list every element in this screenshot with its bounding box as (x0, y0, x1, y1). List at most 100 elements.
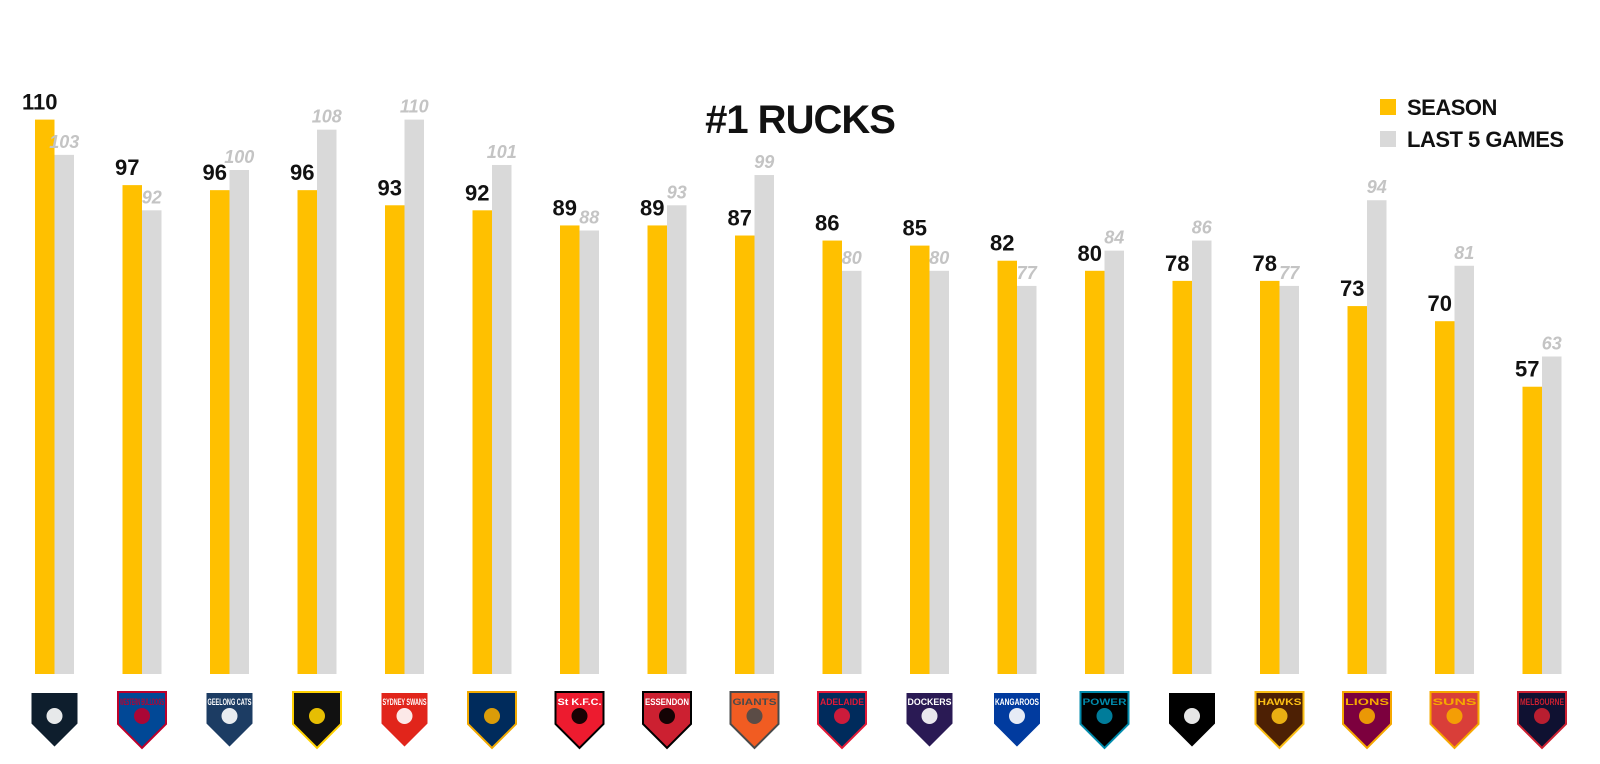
bar-season-brisbane-lions (1347, 306, 1367, 674)
geelong-logo-icon-emblem (221, 708, 238, 724)
bars (35, 119, 1562, 675)
bar-last-5-fremantle-dockers (929, 270, 949, 674)
label-season-carlton: 110 (22, 90, 58, 115)
label-last-5-essendon: 93 (667, 182, 687, 202)
st-kilda-logo-icon-text: St K.F.C. (558, 697, 602, 707)
label-last-5-hawthorn-hawks: 77 (1279, 263, 1300, 283)
bar-season-hawthorn-hawks (1260, 280, 1280, 674)
richmond-logo-icon (292, 691, 342, 750)
label-season-western-bulldogs: 97 (115, 155, 139, 180)
western-bulldogs-logo-icon-emblem (134, 708, 150, 724)
hawthorn-logo-icon-emblem (1271, 708, 1288, 724)
label-last-5-collingwood: 86 (1192, 218, 1213, 238)
brisbane-logo-icon-text: LIONS (1345, 697, 1389, 707)
st-kilda-logo-icon: St K.F.C. (554, 691, 605, 750)
melbourne-logo-icon: MELBOURNE (1517, 691, 1567, 750)
bar-last-5-port-adelaide-power (1104, 250, 1124, 674)
label-season-gws-giants: 87 (728, 206, 752, 231)
label-season-richmond: 96 (290, 160, 314, 185)
geelong-logo-icon-text: GEELONG CATS (208, 697, 252, 707)
bar-season-gold-coast-suns (1435, 321, 1455, 674)
port-adelaide-logo-icon: POWER (1079, 691, 1130, 750)
bar-season-west-coast-eagles (472, 210, 492, 674)
bar-season-adelaide-crows (822, 240, 842, 674)
brisbane-logo-icon: LIONS (1342, 691, 1392, 750)
bar-season-gws-giants (735, 235, 755, 674)
chart-title: #1 RUCKS (705, 98, 895, 142)
bar-last-5-geelong-cats (229, 170, 249, 674)
bar-season-essendon (647, 225, 667, 674)
western-bulldogs-logo-icon: WESTERN BULLDOGS (117, 691, 167, 750)
bar-season-western-bulldogs (122, 185, 142, 674)
fremantle-logo-icon-emblem (921, 708, 938, 724)
label-season-sydney-swans: 93 (378, 175, 402, 200)
label-season-essendon: 89 (640, 195, 664, 220)
bar-season-fremantle-dockers (910, 245, 930, 674)
label-season-melbourne: 57 (1515, 357, 1539, 382)
north-melbourne-logo-icon-text: KANGAROOS (995, 697, 1039, 707)
label-last-5-port-adelaide-power: 84 (1104, 228, 1124, 248)
sydney-logo-icon: SYDNEY SWANS (379, 691, 430, 750)
carlton-logo-icon-emblem (46, 708, 63, 724)
gold-coast-logo-icon: SUNS (1429, 691, 1480, 750)
adelaide-logo-icon: ADELAIDE (817, 691, 867, 750)
label-last-5-sydney-swans: 110 (400, 97, 429, 117)
sydney-logo-icon-text: SYDNEY SWANS (383, 697, 427, 707)
label-season-st-kilda: 89 (553, 195, 577, 220)
bar-last-5-collingwood (1192, 240, 1212, 674)
bar-season-melbourne (1522, 386, 1542, 674)
label-season-gold-coast-suns: 70 (1428, 291, 1452, 316)
label-season-west-coast-eagles: 92 (465, 180, 489, 205)
geelong-logo-icon: GEELONG CATS (204, 691, 255, 750)
bar-last-5-brisbane-lions (1367, 200, 1387, 675)
label-season-port-adelaide-power: 80 (1078, 241, 1102, 266)
bar-last-5-north-melbourne-kangaroos (1017, 285, 1037, 674)
st-kilda-logo-icon-emblem (571, 708, 588, 724)
legend-label-season: SEASON (1407, 95, 1497, 120)
brisbane-logo-icon-emblem (1359, 708, 1375, 724)
label-last-5-north-melbourne-kangaroos: 77 (1017, 263, 1038, 283)
bar-last-5-west-coast-eagles (492, 164, 512, 674)
label-season-fremantle-dockers: 85 (903, 216, 927, 241)
label-last-5-richmond: 108 (312, 107, 342, 127)
label-season-adelaide-crows: 86 (815, 211, 839, 236)
bar-last-5-sydney-swans (404, 119, 424, 675)
bar-season-sydney-swans (385, 205, 405, 674)
label-season-north-melbourne-kangaroos: 82 (990, 231, 1014, 256)
label-last-5-carlton: 103 (49, 132, 79, 152)
port-adelaide-logo-icon-text: POWER (1083, 697, 1128, 707)
label-last-5-gws-giants: 99 (754, 152, 774, 172)
bar-last-5-melbourne (1542, 356, 1562, 674)
collingwood-logo-icon (1167, 691, 1217, 750)
collingwood-logo-icon-emblem (1184, 708, 1200, 724)
team-logos: WESTERN BULLDOGS GEELONG CATS SYDNEY SWANS… (29, 691, 1567, 750)
essendon-logo-icon-emblem (659, 708, 675, 724)
legend-swatch-season (1380, 99, 1396, 115)
bar-last-5-western-bulldogs (142, 210, 162, 674)
legend: SEASON LAST 5 GAMES (1380, 95, 1564, 152)
bar-last-5-hawthorn-hawks (1279, 285, 1299, 674)
bar-season-st-kilda (560, 225, 580, 674)
north-melbourne-logo-icon: KANGAROOS (992, 691, 1042, 750)
essendon-logo-icon: ESSENDON (642, 691, 692, 750)
bar-season-port-adelaide-power (1085, 270, 1105, 674)
west-coast-logo-icon (467, 691, 517, 750)
adelaide-logo-icon-emblem (834, 708, 850, 724)
melbourne-logo-icon-emblem (1534, 708, 1550, 724)
west-coast-logo-icon-emblem (484, 708, 500, 724)
bar-last-5-gold-coast-suns (1454, 265, 1474, 674)
label-season-hawthorn-hawks: 78 (1253, 251, 1277, 276)
richmond-logo-icon-emblem (309, 708, 325, 724)
label-last-5-western-bulldogs: 92 (142, 187, 162, 207)
bar-season-north-melbourne-kangaroos (997, 260, 1017, 674)
label-season-collingwood: 78 (1165, 251, 1189, 276)
legend-swatch-last-5-games (1380, 131, 1396, 147)
fremantle-logo-icon: DOCKERS (904, 691, 955, 750)
gold-coast-logo-icon-text: SUNS (1433, 697, 1477, 707)
western-bulldogs-logo-icon-text: WESTERN BULLDOGS (120, 697, 164, 707)
label-last-5-west-coast-eagles: 101 (487, 142, 517, 162)
label-last-5-adelaide-crows: 80 (842, 248, 862, 268)
label-last-5-st-kilda: 88 (579, 207, 599, 227)
